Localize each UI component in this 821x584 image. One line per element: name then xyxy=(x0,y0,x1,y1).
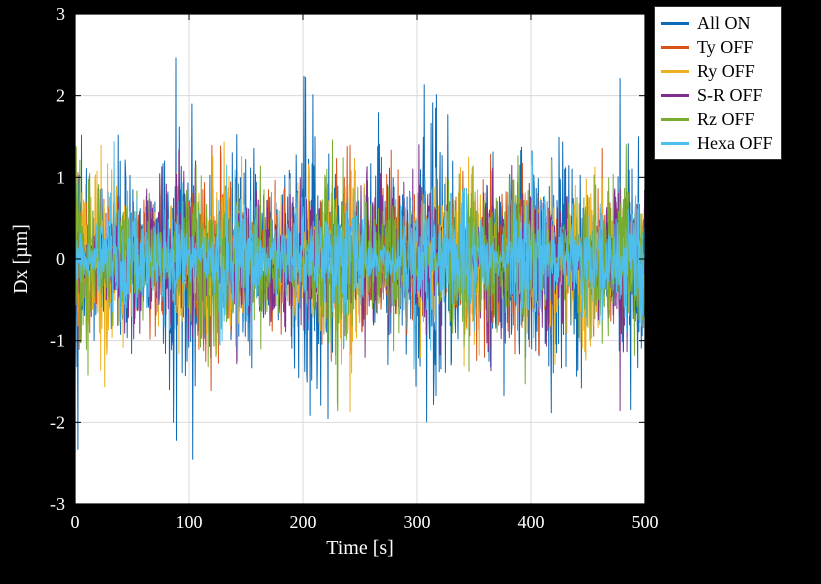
ytick-label: -3 xyxy=(50,494,65,514)
legend-label: Ry OFF xyxy=(697,61,755,82)
legend-label: S-R OFF xyxy=(697,85,763,106)
ytick-label: -1 xyxy=(50,331,65,351)
ytick-label: 0 xyxy=(56,249,65,269)
legend: All ON Ty OFF Ry OFF S-R OFF Rz OFF Hexa OFF xyxy=(654,6,782,160)
legend-item: Ry OFF xyxy=(661,59,773,83)
legend-item: Hexa OFF xyxy=(661,131,773,155)
xtick-label: 400 xyxy=(518,512,545,532)
xtick-label: 0 xyxy=(71,512,80,532)
chart-container: 0 100 200 300 400 500 -3 -2 -1 0 1 2 3 Time [s] Dx [µm… xyxy=(0,0,821,584)
ytick-label: 3 xyxy=(56,4,65,24)
y-axis-label: Dx [µm] xyxy=(10,224,32,294)
legend-label: All ON xyxy=(697,13,751,34)
xtick-label: 500 xyxy=(632,512,659,532)
legend-item: Rz OFF xyxy=(661,107,773,131)
legend-label: Ty OFF xyxy=(697,37,753,58)
legend-swatch xyxy=(661,142,689,145)
xtick-label: 200 xyxy=(290,512,317,532)
legend-item: All ON xyxy=(661,11,773,35)
legend-swatch xyxy=(661,46,689,49)
xtick-label: 100 xyxy=(176,512,203,532)
x-axis-label: Time [s] xyxy=(326,537,394,559)
legend-label: Rz OFF xyxy=(697,109,755,130)
ytick-label: 2 xyxy=(56,86,65,106)
legend-swatch xyxy=(661,94,689,97)
ytick-label: -2 xyxy=(50,412,65,432)
ytick-label: 1 xyxy=(56,167,65,187)
legend-item: S-R OFF xyxy=(661,83,773,107)
legend-swatch xyxy=(661,118,689,121)
legend-swatch xyxy=(661,70,689,73)
legend-item: Ty OFF xyxy=(661,35,773,59)
legend-label: Hexa OFF xyxy=(697,133,773,154)
xtick-label: 300 xyxy=(404,512,431,532)
legend-swatch xyxy=(661,22,689,25)
